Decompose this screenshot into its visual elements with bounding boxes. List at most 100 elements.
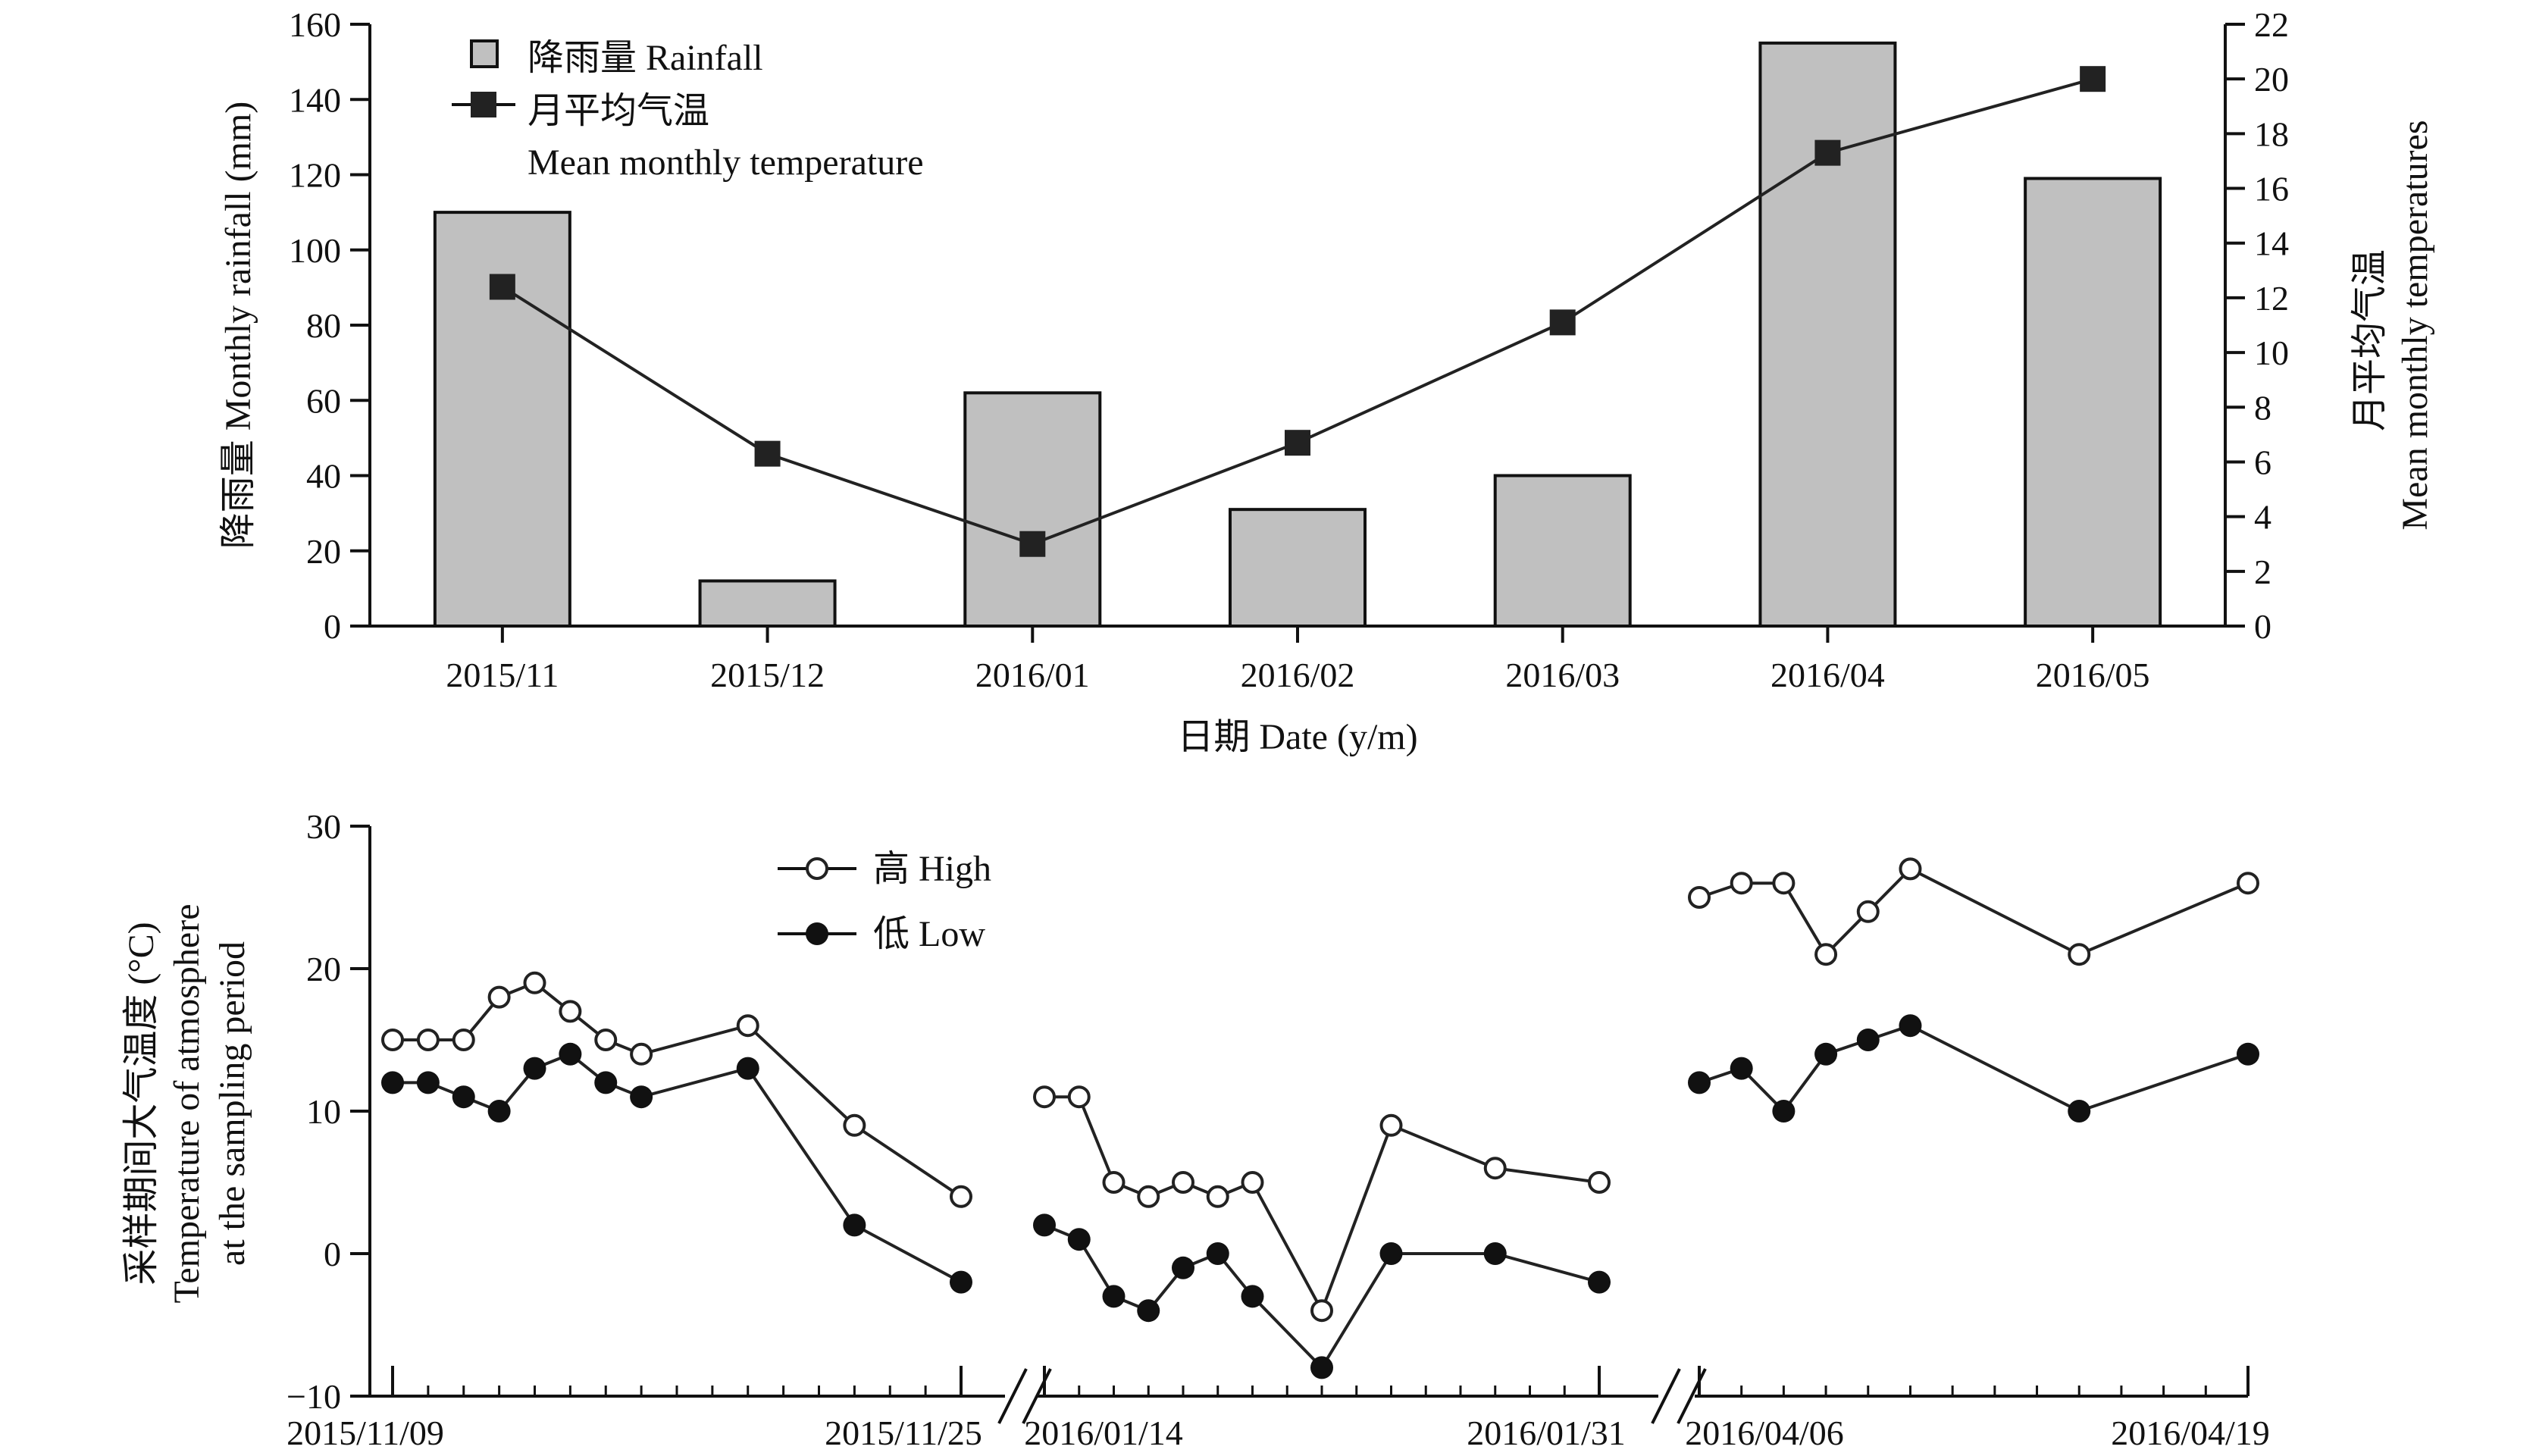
chart2-left-tick-label: 20 [306, 950, 341, 988]
chart2-y-axis-title-en-2: at the sampling period [212, 941, 252, 1266]
chart2-left-tick-label: 10 [306, 1092, 341, 1131]
high-temperature-point [1241, 1171, 1264, 1194]
low-temperature-point [1856, 1029, 1880, 1051]
low-temperature-point [1067, 1228, 1091, 1251]
low-temperature-point [1241, 1285, 1264, 1308]
high-temperature-point [1067, 1085, 1091, 1109]
high-temperature-point [1102, 1171, 1126, 1194]
chart2-x-tick-label: 2016/04/06 [1685, 1414, 1844, 1452]
chart1-right-tick-label: 8 [2254, 388, 2271, 427]
chart1-left-tick-label: 60 [306, 381, 341, 420]
chart2-left-tick-label: 0 [324, 1235, 341, 1273]
chart2-x-tick-label: 2016/04/19 [2111, 1414, 2270, 1452]
low-temperature-point [736, 1057, 759, 1080]
chart1-x-axis-title: 日期 Date (y/m) [1177, 717, 1417, 757]
low-temperature-point [1033, 1213, 1056, 1237]
chart1-left-tick-label: 20 [306, 532, 341, 571]
temperature-marker [1549, 309, 1576, 336]
chart1-left-tick-label: 40 [306, 457, 341, 496]
legend-temperature-label-en: Mean monthly temperature [528, 142, 924, 183]
high-temperature-point [2068, 943, 2091, 966]
chart2-x-tick-label: 2015/11/25 [825, 1414, 982, 1452]
low-temperature-point [950, 1270, 972, 1294]
high-temperature-point [630, 1042, 653, 1066]
chart2-x-tick-label: 2016/01/14 [1024, 1414, 1183, 1452]
chart1-right-tick-label: 16 [2254, 170, 2289, 208]
low-temperature-point [1379, 1242, 1403, 1265]
chart2-y-axis-title-cn: 采样期间大气温度 (°C) [121, 922, 161, 1285]
high-temperature-point [736, 1014, 759, 1038]
temperature-marker [2080, 66, 2106, 92]
low-temperature-point [1172, 1256, 1194, 1279]
low-temperature-line [1698, 1024, 2249, 1114]
low-temperature-point [630, 1085, 653, 1109]
high-temperature-point [559, 1000, 582, 1023]
rainfall-bar [1229, 508, 1367, 628]
legend-low-label: 低 Low [873, 914, 985, 954]
low-temperature-point [1588, 1270, 1611, 1294]
chart1-right-tick-label: 18 [2254, 114, 2289, 153]
legend-temperature-marker [471, 92, 496, 117]
chart1-right-axis-title-cn: 月平均气温 [2350, 249, 2390, 431]
legend-high-marker [806, 857, 828, 880]
high-temperature-point [1379, 1113, 1403, 1137]
chart1-left-axis-title: 降雨量 Monthly rainfall (mm) [218, 102, 258, 550]
chart1-x-tick-label: 2016/01 [975, 656, 1090, 694]
low-temperature-point [1483, 1242, 1507, 1265]
rainfall-bar [2024, 177, 2162, 628]
high-temperature-point [1856, 900, 1880, 923]
temperature-marker [1814, 139, 1841, 166]
low-temperature-point [1899, 1014, 1922, 1038]
high-temperature-point [1033, 1085, 1056, 1109]
high-temperature-point [523, 971, 546, 994]
high-temperature-line [393, 981, 963, 1198]
high-temperature-point [1137, 1185, 1160, 1208]
temperature-marker [489, 274, 515, 300]
temperature-marker [1019, 531, 1046, 557]
low-temperature-point [381, 1071, 404, 1094]
chart1-x-tick-label: 2016/03 [1505, 656, 1620, 694]
high-temperature-point [950, 1185, 972, 1208]
high-temperature-line [1044, 1095, 1600, 1315]
chart1-left-tick-label: 100 [289, 231, 341, 270]
chart1-right-tick-label: 0 [2254, 607, 2271, 646]
high-temperature-point [1483, 1157, 1507, 1180]
chart1-x-tick-label: 2015/11 [446, 656, 559, 694]
low-temperature-point [1688, 1071, 1711, 1094]
temperature-marker [754, 440, 781, 467]
low-temperature-line [1044, 1223, 1600, 1370]
chart1-x-tick-label: 2016/02 [1241, 656, 1355, 694]
legend-rainfall-swatch [470, 39, 499, 68]
rainfall-bar [1493, 474, 1632, 628]
low-temperature-point [2068, 1100, 2091, 1123]
low-temperature-point [1730, 1057, 1753, 1080]
high-temperature-point [381, 1029, 404, 1051]
low-temperature-point [1814, 1042, 1838, 1066]
rainfall-bar [1758, 41, 1897, 628]
chart2-y-axis-title-en-1: Temperature of atmosphere [167, 903, 207, 1303]
chart1-left-tick-label: 120 [289, 156, 341, 195]
low-temperature-point [2237, 1042, 2259, 1066]
low-temperature-point [1137, 1299, 1160, 1323]
chart2-left-tick-label: 30 [306, 807, 341, 846]
high-temperature-point [416, 1029, 440, 1051]
low-temperature-point [843, 1213, 866, 1237]
chart1-right-tick-label: 22 [2254, 5, 2289, 44]
high-temperature-point [1588, 1171, 1611, 1194]
low-temperature-point [523, 1057, 546, 1080]
chart1-right-tick-label: 4 [2254, 498, 2271, 537]
high-temperature-point [1310, 1299, 1333, 1323]
temperature-marker [1285, 430, 1310, 456]
chart1-left-tick-label: 140 [289, 80, 341, 119]
legend-temperature-label: 月平均气温 [528, 91, 709, 131]
low-temperature-point [1772, 1100, 1796, 1123]
chart2-x-tick-label: 2015/11/09 [286, 1414, 444, 1452]
chart1-right-axis-title-en: Mean monthly temperatures [2395, 120, 2435, 530]
high-temperature-point [1814, 943, 1838, 966]
high-temperature-point [594, 1029, 618, 1051]
legend-high-label: 高 High [873, 849, 991, 889]
low-temperature-point [452, 1085, 475, 1109]
chart1-x-tick-label: 2016/04 [1771, 656, 1885, 694]
low-temperature-line [393, 1052, 962, 1284]
